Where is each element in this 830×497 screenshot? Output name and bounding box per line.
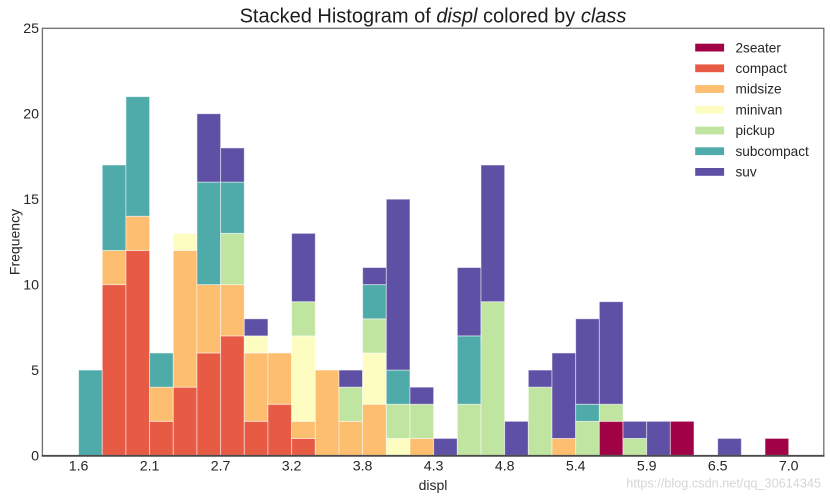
svg-text:3.2: 3.2 [282, 458, 302, 474]
svg-text:2.7: 2.7 [211, 458, 231, 474]
svg-text:Frequency: Frequency [7, 209, 23, 275]
svg-text:7.0: 7.0 [779, 458, 799, 474]
svg-text:pickup: pickup [736, 123, 775, 138]
svg-text:suv: suv [736, 165, 757, 180]
svg-text:4.8: 4.8 [495, 458, 515, 474]
svg-text:20: 20 [23, 107, 39, 123]
svg-text:displ: displ [419, 477, 448, 493]
svg-text:0: 0 [31, 448, 39, 464]
svg-text:https://blog.csdn.net/qq_30614: https://blog.csdn.net/qq_30614345 [626, 477, 821, 491]
svg-text:2.1: 2.1 [140, 458, 160, 474]
svg-text:5.9: 5.9 [637, 458, 657, 474]
svg-text:5: 5 [31, 363, 39, 379]
svg-text:5.4: 5.4 [566, 458, 586, 474]
svg-text:4.3: 4.3 [424, 458, 444, 474]
svg-text:midsize: midsize [736, 82, 782, 97]
svg-text:subcompact: subcompact [736, 144, 810, 159]
svg-text:25: 25 [23, 21, 39, 37]
svg-text:15: 15 [23, 192, 39, 208]
svg-text:1.6: 1.6 [69, 458, 89, 474]
svg-text:6.5: 6.5 [708, 458, 728, 474]
svg-text:minivan: minivan [736, 103, 783, 118]
svg-text:2seater: 2seater [736, 40, 782, 55]
svg-text:Stacked Histogram of displ col: Stacked Histogram of displ colored by cl… [240, 6, 627, 28]
svg-text:compact: compact [736, 61, 788, 76]
svg-text:10: 10 [23, 277, 39, 293]
svg-text:3.8: 3.8 [353, 458, 373, 474]
